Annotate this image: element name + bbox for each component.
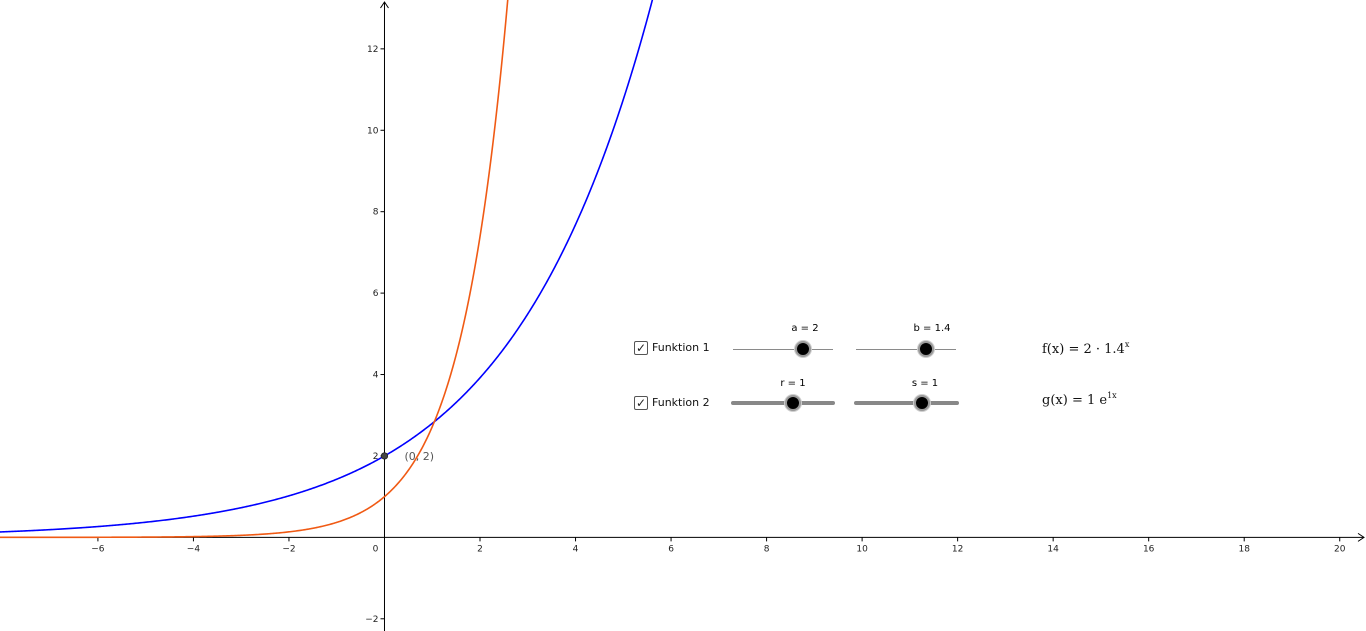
point-A[interactable]: [380, 452, 389, 460]
x-tick-label-3: 0: [373, 544, 379, 554]
y-axis-arrow: [380, 1, 389, 9]
slider-r-track[interactable]: [731, 401, 835, 405]
slider-b-knob[interactable]: [918, 341, 934, 357]
checkbox-funktion-2[interactable]: ✓: [634, 396, 648, 410]
x-tick-label-13: 20: [1334, 544, 1346, 554]
slider-s-label: s = 1: [911, 378, 939, 389]
formula-g-base: 1 e: [1086, 393, 1108, 408]
x-tick-label-1: −4: [187, 544, 201, 554]
x-tick-label-0: −6: [91, 544, 105, 554]
y-tick-label-5: 10: [367, 126, 379, 136]
x-tick-label-4: 2: [477, 544, 483, 554]
x-tick-label-7: 8: [764, 544, 770, 554]
y-tick-label-6: 12: [367, 45, 378, 55]
axis-ticks: −6 −4 −2 0 2 4 6 8 10 12 14 16 18 20 −2 2 4 6 8 10 12: [91, 45, 1345, 625]
x-tick-label-2: −2: [282, 544, 295, 554]
formula-g-eq: =: [1071, 393, 1083, 408]
slider-b-label: b = 1.4: [913, 323, 951, 334]
curve-f[interactable]: [0, 0, 658, 533]
x-tick-label-11: 16: [1143, 544, 1155, 554]
y-tick-label-3: 6: [373, 289, 379, 299]
x-tick-label-5: 4: [573, 544, 579, 554]
formula-f-base: 2 · 1.4: [1083, 342, 1125, 357]
slider-b-track[interactable]: [856, 349, 956, 350]
slider-a-knob[interactable]: [795, 341, 811, 357]
y-tick-label-2: 4: [373, 371, 379, 381]
funktion-2-label: Funktion 2: [652, 396, 710, 409]
point-A-label: (0, 2): [404, 450, 434, 463]
formula-f-eq: =: [1068, 342, 1080, 357]
slider-a-label: a = 2: [791, 323, 819, 334]
slider-s-knob[interactable]: [914, 395, 931, 411]
y-tick-label-1: 2: [373, 452, 379, 462]
y-tick-label-4: 8: [373, 208, 379, 218]
x-tick-label-8: 10: [856, 544, 868, 554]
formula-f-lhs: f(x): [1042, 342, 1065, 357]
x-tick-label-6: 6: [668, 544, 674, 554]
formula-g-exp: 1x: [1107, 391, 1117, 400]
checkmark-icon: ✓: [635, 341, 647, 355]
checkbox-funktion-1[interactable]: ✓: [634, 341, 648, 355]
y-tick-label-0: −2: [365, 615, 378, 625]
curve-g[interactable]: [0, 0, 510, 539]
slider-r-knob[interactable]: [785, 395, 802, 411]
formula-g-lhs: g(x): [1042, 393, 1068, 408]
formula-f: f(x) = 2 · 1.4x: [1042, 340, 1129, 357]
formula-g: g(x) = 1 e1x: [1042, 391, 1117, 408]
x-tick-label-10: 14: [1047, 544, 1059, 554]
x-tick-label-9: 12: [952, 544, 963, 554]
checkmark-icon: ✓: [635, 396, 647, 410]
x-tick-label-12: 18: [1238, 544, 1250, 554]
slider-a-track[interactable]: [733, 349, 833, 350]
formula-f-exp: x: [1124, 340, 1130, 349]
x-axis-arrow: [1357, 532, 1365, 542]
funktion-1-label: Funktion 1: [652, 341, 710, 354]
slider-r-label: r = 1: [780, 378, 806, 389]
slider-s-track[interactable]: [854, 401, 959, 405]
